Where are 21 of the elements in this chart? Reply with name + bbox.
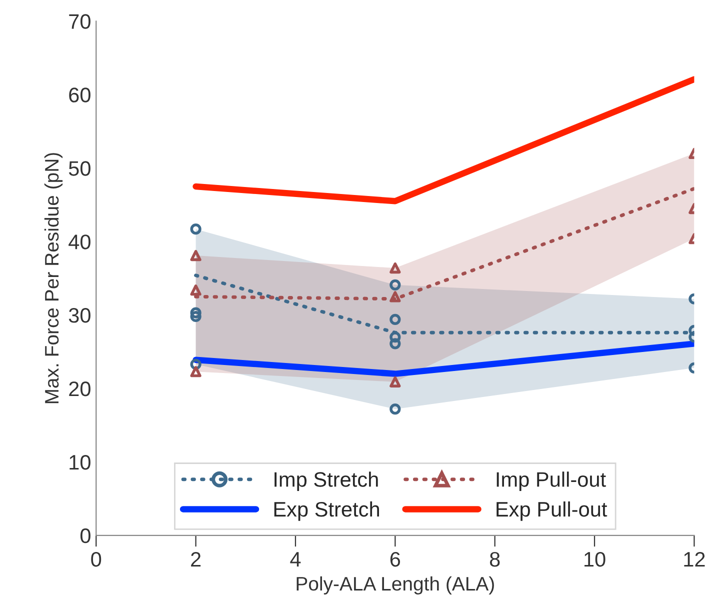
legend-label: Imp Pull-out [496, 472, 606, 492]
x-tick-label: 8 [490, 552, 500, 567]
x-tick-label: 12 [684, 552, 705, 566]
y-tick-label: 10 [70, 454, 90, 470]
y-tick-label: 40 [68, 234, 90, 250]
y-tick-label: 0 [80, 528, 90, 544]
y-tick-label: 50 [68, 161, 90, 176]
y-tick-label: 30 [68, 308, 90, 323]
y-axis-title: Max. Force Per Residue (pN) [44, 153, 63, 404]
x-tick-label: 6 [390, 552, 400, 567]
legend-label: Exp Stretch [274, 501, 379, 521]
x-tick-label: 4 [290, 552, 301, 566]
y-tick-label: 60 [69, 88, 90, 102]
y-tick-label: 70 [69, 14, 90, 29]
legend-label: Exp Pull-out [496, 501, 608, 521]
x-tick-label: 10 [584, 552, 606, 567]
x-tick-label: 2 [191, 552, 201, 566]
x-tick-label: 0 [91, 552, 102, 567]
legend-label: Imp Stretch [274, 472, 378, 492]
y-tick-label: 20 [69, 382, 90, 396]
x-axis-title: Poly-ALA Length (ALA) [296, 576, 494, 594]
